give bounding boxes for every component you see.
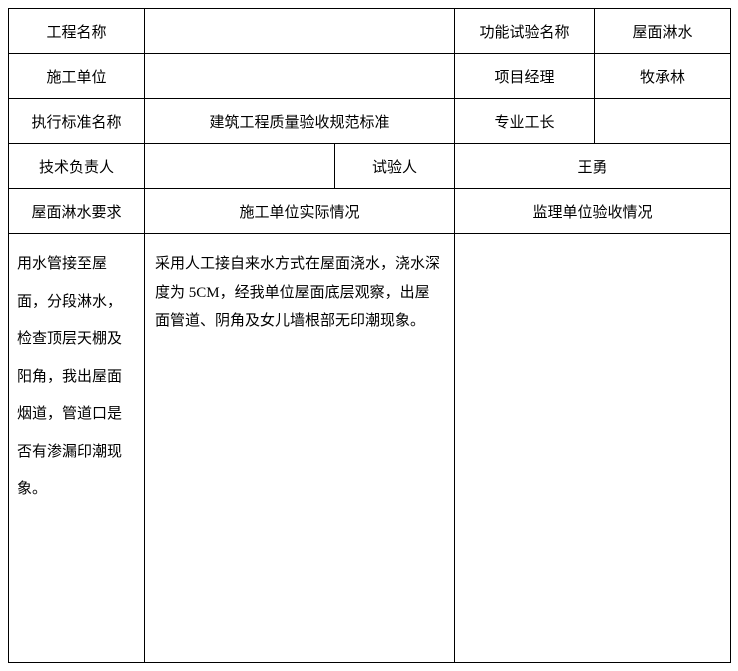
table-row: 施工单位 项目经理 牧承林: [9, 54, 731, 99]
requirement-text: 用水管接至屋面，分段淋水，检查顶层天棚及阳角，我出屋面烟道，管道口是否有渗漏印潮…: [9, 234, 145, 663]
value-foreman: [595, 99, 731, 144]
value-tech-lead: [145, 144, 335, 189]
table-row: 用水管接至屋面，分段淋水，检查顶层天棚及阳角，我出屋面烟道，管道口是否有渗漏印潮…: [9, 234, 731, 663]
label-actual-situation: 施工单位实际情况: [145, 189, 455, 234]
table-row: 屋面淋水要求 施工单位实际情况 监理单位验收情况: [9, 189, 731, 234]
value-standard: 建筑工程质量验收规范标准: [145, 99, 455, 144]
label-tech-lead: 技术负责人: [9, 144, 145, 189]
table-row: 执行标准名称 建筑工程质量验收规范标准 专业工长: [9, 99, 731, 144]
value-project-manager: 牧承林: [595, 54, 731, 99]
label-construction-unit: 施工单位: [9, 54, 145, 99]
value-project-name: [145, 9, 455, 54]
label-tester: 试验人: [335, 144, 455, 189]
label-standard: 执行标准名称: [9, 99, 145, 144]
value-function-test: 屋面淋水: [595, 9, 731, 54]
label-requirement: 屋面淋水要求: [9, 189, 145, 234]
value-construction-unit: [145, 54, 455, 99]
inspection-table: 工程名称 功能试验名称 屋面淋水 施工单位 项目经理 牧承林 执行标准名称 建筑…: [8, 8, 731, 663]
table-row: 技术负责人 试验人 王勇: [9, 144, 731, 189]
label-foreman: 专业工长: [455, 99, 595, 144]
actual-text: 采用人工接自来水方式在屋面浇水，浇水深度为 5CM，经我单位屋面底层观察，出屋面…: [145, 234, 455, 663]
label-project-manager: 项目经理: [455, 54, 595, 99]
label-supervision: 监理单位验收情况: [455, 189, 731, 234]
label-function-test: 功能试验名称: [455, 9, 595, 54]
value-tester: 王勇: [455, 144, 731, 189]
table-row: 工程名称 功能试验名称 屋面淋水: [9, 9, 731, 54]
label-project-name: 工程名称: [9, 9, 145, 54]
supervision-text: [455, 234, 731, 663]
